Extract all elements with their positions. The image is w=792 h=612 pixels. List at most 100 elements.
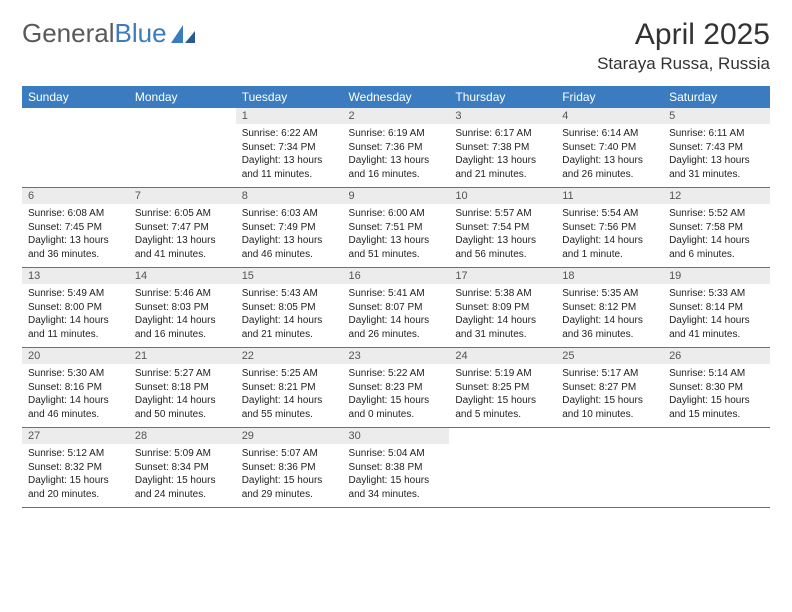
sunrise-text: Sunrise: 6:08 AM xyxy=(28,207,123,221)
day-number: 23 xyxy=(343,348,450,364)
day-number: 1 xyxy=(236,108,343,124)
calendar-cell: 6Sunrise: 6:08 AMSunset: 7:45 PMDaylight… xyxy=(22,188,129,268)
day-number: 13 xyxy=(22,268,129,284)
day-number: 6 xyxy=(22,188,129,204)
day-info: Sunrise: 6:14 AMSunset: 7:40 PMDaylight:… xyxy=(556,124,663,187)
daylight-text: Daylight: 13 hours and 56 minutes. xyxy=(455,234,550,261)
logo: GeneralBlue xyxy=(22,18,197,49)
weekday-header: Wednesday xyxy=(343,86,450,108)
weekday-header: Thursday xyxy=(449,86,556,108)
sunset-text: Sunset: 7:45 PM xyxy=(28,221,123,235)
day-info: Sunrise: 5:17 AMSunset: 8:27 PMDaylight:… xyxy=(556,364,663,427)
day-info: Sunrise: 5:07 AMSunset: 8:36 PMDaylight:… xyxy=(236,444,343,507)
day-info: Sunrise: 6:11 AMSunset: 7:43 PMDaylight:… xyxy=(663,124,770,187)
daylight-text: Daylight: 14 hours and 21 minutes. xyxy=(242,314,337,341)
day-info: Sunrise: 6:22 AMSunset: 7:34 PMDaylight:… xyxy=(236,124,343,187)
sunset-text: Sunset: 8:32 PM xyxy=(28,461,123,475)
weekday-header: Tuesday xyxy=(236,86,343,108)
sunset-text: Sunset: 7:54 PM xyxy=(455,221,550,235)
sunrise-text: Sunrise: 6:22 AM xyxy=(242,127,337,141)
day-number: 30 xyxy=(343,428,450,444)
day-number: 16 xyxy=(343,268,450,284)
daylight-text: Daylight: 14 hours and 55 minutes. xyxy=(242,394,337,421)
day-number: 27 xyxy=(22,428,129,444)
calendar-cell: 10Sunrise: 5:57 AMSunset: 7:54 PMDayligh… xyxy=(449,188,556,268)
calendar-cell: 20Sunrise: 5:30 AMSunset: 8:16 PMDayligh… xyxy=(22,348,129,428)
sunrise-text: Sunrise: 5:12 AM xyxy=(28,447,123,461)
sunrise-text: Sunrise: 5:14 AM xyxy=(669,367,764,381)
day-number: 18 xyxy=(556,268,663,284)
sunset-text: Sunset: 7:38 PM xyxy=(455,141,550,155)
sunrise-text: Sunrise: 5:49 AM xyxy=(28,287,123,301)
sunset-text: Sunset: 7:47 PM xyxy=(135,221,230,235)
day-number: 17 xyxy=(449,268,556,284)
calendar-cell: 21Sunrise: 5:27 AMSunset: 8:18 PMDayligh… xyxy=(129,348,236,428)
sunrise-text: Sunrise: 5:07 AM xyxy=(242,447,337,461)
sunrise-text: Sunrise: 5:04 AM xyxy=(349,447,444,461)
daylight-text: Daylight: 13 hours and 26 minutes. xyxy=(562,154,657,181)
day-number: 4 xyxy=(556,108,663,124)
weekday-header: Monday xyxy=(129,86,236,108)
sunrise-text: Sunrise: 5:22 AM xyxy=(349,367,444,381)
daylight-text: Daylight: 13 hours and 11 minutes. xyxy=(242,154,337,181)
logo-text-general: General xyxy=(22,18,115,49)
day-number: 12 xyxy=(663,188,770,204)
day-info: Sunrise: 5:12 AMSunset: 8:32 PMDaylight:… xyxy=(22,444,129,507)
daylight-text: Daylight: 15 hours and 24 minutes. xyxy=(135,474,230,501)
day-info: Sunrise: 5:27 AMSunset: 8:18 PMDaylight:… xyxy=(129,364,236,427)
title-block: April 2025 Staraya Russa, Russia xyxy=(597,18,770,74)
daylight-text: Daylight: 13 hours and 16 minutes. xyxy=(349,154,444,181)
sunrise-text: Sunrise: 6:05 AM xyxy=(135,207,230,221)
day-number: 9 xyxy=(343,188,450,204)
sunset-text: Sunset: 8:07 PM xyxy=(349,301,444,315)
day-info: Sunrise: 5:57 AMSunset: 7:54 PMDaylight:… xyxy=(449,204,556,267)
daylight-text: Daylight: 15 hours and 5 minutes. xyxy=(455,394,550,421)
day-number: 21 xyxy=(129,348,236,364)
day-info: Sunrise: 5:14 AMSunset: 8:30 PMDaylight:… xyxy=(663,364,770,427)
day-info: Sunrise: 5:54 AMSunset: 7:56 PMDaylight:… xyxy=(556,204,663,267)
day-info: Sunrise: 5:43 AMSunset: 8:05 PMDaylight:… xyxy=(236,284,343,347)
weekday-header: Sunday xyxy=(22,86,129,108)
month-title: April 2025 xyxy=(597,18,770,52)
sunrise-text: Sunrise: 5:54 AM xyxy=(562,207,657,221)
sunset-text: Sunset: 8:25 PM xyxy=(455,381,550,395)
daylight-text: Daylight: 13 hours and 21 minutes. xyxy=(455,154,550,181)
sunrise-text: Sunrise: 6:03 AM xyxy=(242,207,337,221)
daylight-text: Daylight: 13 hours and 31 minutes. xyxy=(669,154,764,181)
sunrise-text: Sunrise: 6:14 AM xyxy=(562,127,657,141)
day-number xyxy=(449,428,556,444)
calendar-cell: 8Sunrise: 6:03 AMSunset: 7:49 PMDaylight… xyxy=(236,188,343,268)
logo-text-blue: Blue xyxy=(115,18,167,49)
sunrise-text: Sunrise: 5:27 AM xyxy=(135,367,230,381)
sunset-text: Sunset: 8:03 PM xyxy=(135,301,230,315)
day-info: Sunrise: 5:52 AMSunset: 7:58 PMDaylight:… xyxy=(663,204,770,267)
sunrise-text: Sunrise: 5:25 AM xyxy=(242,367,337,381)
day-info: Sunrise: 5:25 AMSunset: 8:21 PMDaylight:… xyxy=(236,364,343,427)
calendar-cell: 1Sunrise: 6:22 AMSunset: 7:34 PMDaylight… xyxy=(236,108,343,188)
sunset-text: Sunset: 8:21 PM xyxy=(242,381,337,395)
day-number xyxy=(663,428,770,444)
day-number xyxy=(129,108,236,124)
day-number: 19 xyxy=(663,268,770,284)
sunrise-text: Sunrise: 6:11 AM xyxy=(669,127,764,141)
sunrise-text: Sunrise: 5:17 AM xyxy=(562,367,657,381)
sunrise-text: Sunrise: 6:17 AM xyxy=(455,127,550,141)
calendar-cell: 22Sunrise: 5:25 AMSunset: 8:21 PMDayligh… xyxy=(236,348,343,428)
calendar-cell: 14Sunrise: 5:46 AMSunset: 8:03 PMDayligh… xyxy=(129,268,236,348)
daylight-text: Daylight: 15 hours and 10 minutes. xyxy=(562,394,657,421)
daylight-text: Daylight: 15 hours and 20 minutes. xyxy=(28,474,123,501)
day-info: Sunrise: 5:22 AMSunset: 8:23 PMDaylight:… xyxy=(343,364,450,427)
sunrise-text: Sunrise: 5:09 AM xyxy=(135,447,230,461)
calendar-cell-empty xyxy=(663,428,770,508)
calendar-cell: 2Sunrise: 6:19 AMSunset: 7:36 PMDaylight… xyxy=(343,108,450,188)
calendar-cell: 23Sunrise: 5:22 AMSunset: 8:23 PMDayligh… xyxy=(343,348,450,428)
day-number: 22 xyxy=(236,348,343,364)
sunset-text: Sunset: 8:23 PM xyxy=(349,381,444,395)
logo-sail-icon xyxy=(169,23,197,45)
calendar-cell: 29Sunrise: 5:07 AMSunset: 8:36 PMDayligh… xyxy=(236,428,343,508)
day-number: 14 xyxy=(129,268,236,284)
daylight-text: Daylight: 14 hours and 1 minute. xyxy=(562,234,657,261)
sunset-text: Sunset: 7:51 PM xyxy=(349,221,444,235)
sunset-text: Sunset: 8:30 PM xyxy=(669,381,764,395)
sunrise-text: Sunrise: 5:57 AM xyxy=(455,207,550,221)
